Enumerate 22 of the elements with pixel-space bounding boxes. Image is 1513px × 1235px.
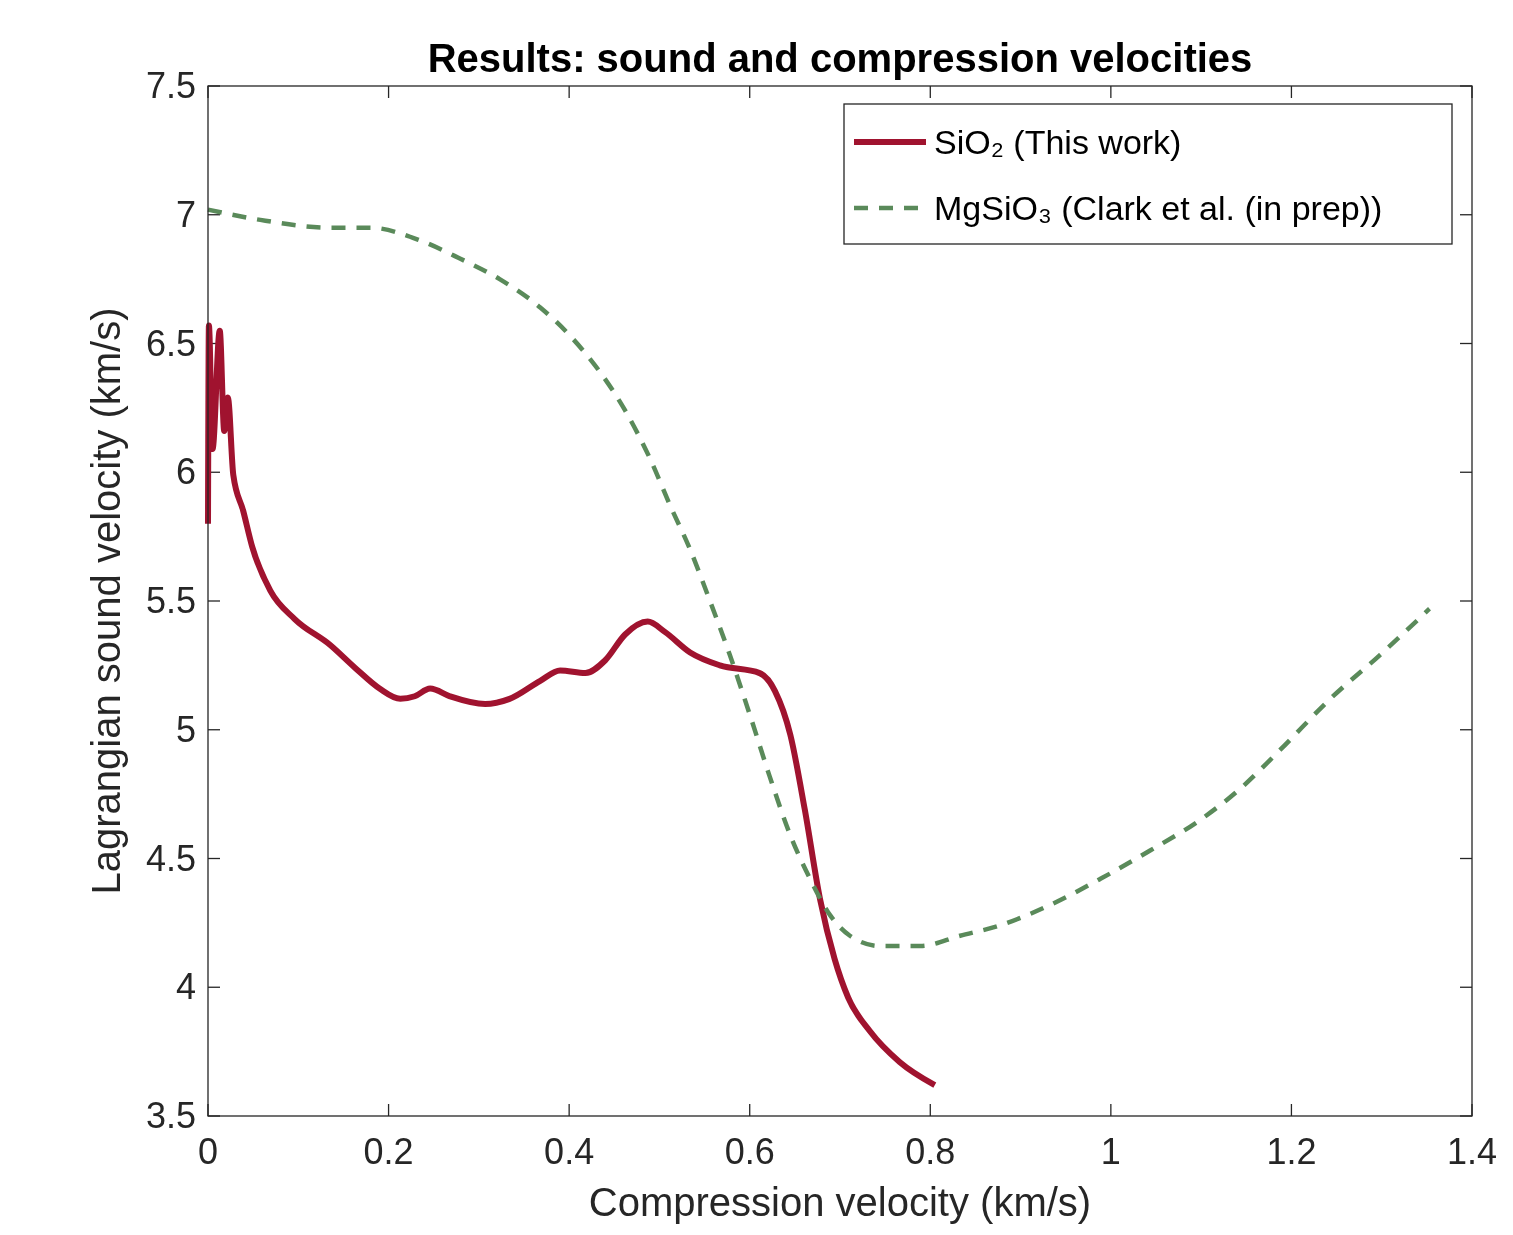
x-tick-label: 0	[197, 1131, 219, 1172]
y-tick-label: 7.5	[145, 65, 196, 106]
legend-label: SiO₂ (This work)	[934, 123, 1182, 161]
x-tick-label: 1.4	[1446, 1131, 1498, 1172]
legend-label: MgSiO₃ (Clark et al. (in prep))	[934, 189, 1383, 227]
x-tick-label: 0.8	[905, 1131, 956, 1172]
y-tick-label: 5	[175, 708, 196, 750]
y-tick-label: 5.5	[145, 580, 196, 621]
y-tick-label: 6.5	[145, 322, 196, 364]
x-tick-label: 1.2	[1266, 1131, 1317, 1172]
x-tick-label: 0.2	[363, 1131, 414, 1172]
chart-title: Results: sound and compression velocities	[427, 36, 1253, 80]
x-tick-label: 0.4	[544, 1131, 595, 1172]
y-tick-label: 7	[175, 193, 196, 235]
y-tick-label: 4	[175, 966, 196, 1008]
y-tick-label: 6	[175, 451, 196, 493]
x-tick-label: 1	[1100, 1131, 1121, 1172]
x-axis-title: Compression velocity (km/s)	[588, 1180, 1092, 1224]
y-axis-title: Lagrangian sound velocity (km/s)	[84, 307, 128, 895]
y-tick-label: 3.5	[145, 1095, 196, 1136]
y-tick-label: 4.5	[145, 837, 196, 879]
x-tick-label: 0.6	[724, 1131, 775, 1172]
